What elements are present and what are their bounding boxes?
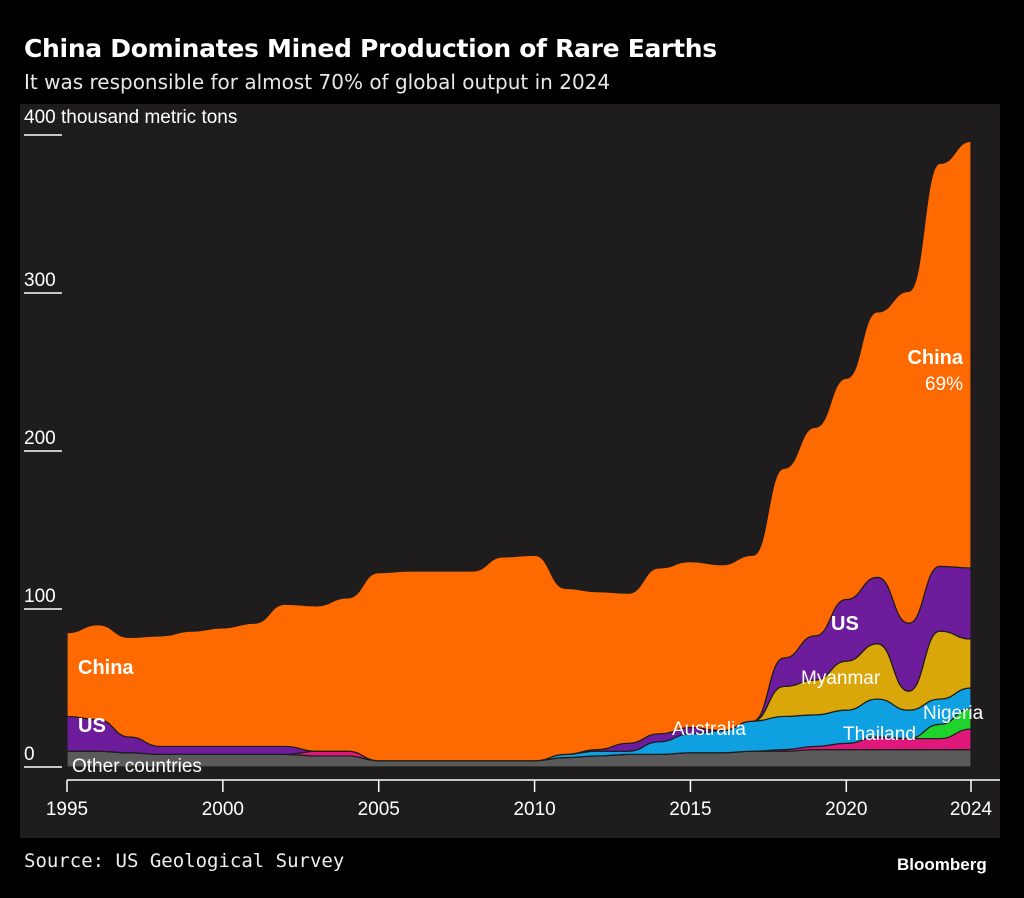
bloomberg-logo: Bloomberg: [897, 855, 987, 874]
x-tick-label: 2000: [202, 799, 244, 820]
china-share-annotation: 69%: [925, 374, 963, 395]
chart-subtitle: It was responsible for almost 70% of glo…: [24, 70, 611, 94]
area-china: [66, 140, 972, 762]
series-label-us-recent: US: [831, 613, 859, 635]
x-tick-label: 1995: [46, 799, 88, 820]
y-tick-label: 100: [24, 586, 56, 607]
series-label-other: Other countries: [72, 756, 202, 777]
series-label-australia: Australia: [672, 719, 746, 740]
source-note: Source: US Geological Survey: [24, 850, 345, 872]
series-label-china: China: [78, 657, 134, 679]
y-tick-label: 0: [24, 744, 35, 765]
x-tick-label: 2010: [513, 799, 555, 820]
series-label-us: US: [78, 715, 106, 737]
chart-title: China Dominates Mined Production of Rare…: [24, 34, 717, 63]
y-axis-label: 400 thousand metric tons: [24, 107, 237, 128]
y-tick-label: 200: [24, 428, 56, 449]
x-tick-label: 2024: [950, 799, 993, 820]
series-label-myanmar: Myanmar: [801, 668, 881, 689]
x-tick-label: 2015: [669, 799, 711, 820]
y-tick-label: 300: [24, 270, 56, 291]
x-tick-label: 2020: [825, 799, 867, 820]
series-label-thailand: Thailand: [843, 724, 916, 745]
x-tick-label: 2005: [358, 799, 400, 820]
series-label-china-recent: China: [907, 347, 963, 369]
series-label-nigeria: Nigeria: [923, 703, 984, 724]
